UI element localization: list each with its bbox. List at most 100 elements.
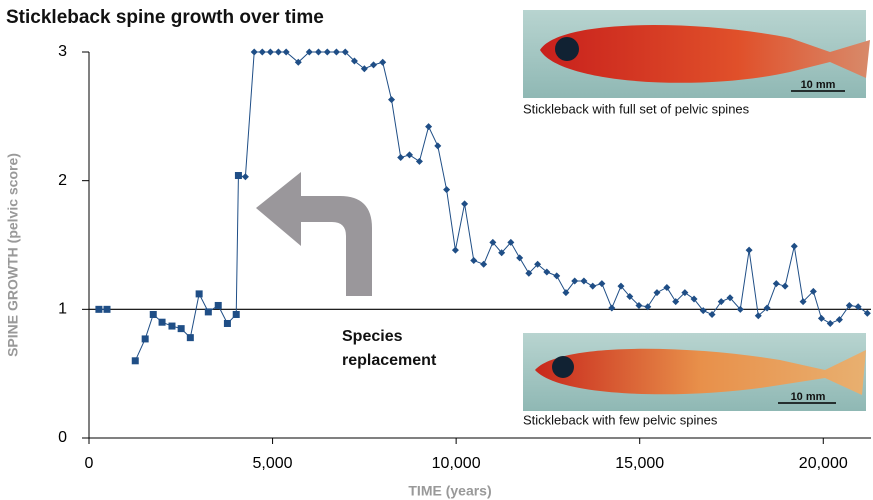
point bbox=[835, 316, 843, 324]
point bbox=[214, 301, 222, 309]
point bbox=[745, 246, 753, 254]
point bbox=[451, 246, 459, 254]
scale-label: 10 mm bbox=[791, 391, 826, 403]
point bbox=[571, 277, 579, 285]
point bbox=[863, 309, 871, 317]
point bbox=[699, 307, 707, 315]
point bbox=[434, 142, 442, 150]
x-axis-label: TIME (years) bbox=[408, 483, 491, 499]
point bbox=[258, 48, 266, 56]
point bbox=[507, 238, 515, 246]
y-tick-label: 2 bbox=[58, 172, 67, 189]
point bbox=[131, 357, 139, 365]
point bbox=[763, 304, 771, 312]
point bbox=[204, 308, 212, 316]
point bbox=[608, 304, 616, 312]
y-tick-label: 1 bbox=[58, 301, 67, 318]
annotation: Species bbox=[342, 328, 403, 345]
point bbox=[854, 303, 862, 311]
point bbox=[95, 305, 103, 313]
point bbox=[809, 287, 817, 295]
point bbox=[754, 312, 762, 320]
point bbox=[314, 48, 322, 56]
image-caption: Stickleback with few pelvic spines bbox=[523, 412, 718, 427]
point bbox=[332, 48, 340, 56]
point bbox=[635, 301, 643, 309]
x-tick-label: 10,000 bbox=[432, 455, 481, 472]
point bbox=[241, 173, 249, 181]
scale-label: 10 mm bbox=[801, 79, 836, 91]
point bbox=[726, 294, 734, 302]
point bbox=[341, 48, 349, 56]
replacement-arrow bbox=[256, 172, 372, 296]
point bbox=[415, 157, 423, 165]
point bbox=[360, 65, 368, 73]
point bbox=[717, 298, 725, 306]
point bbox=[158, 318, 166, 326]
point bbox=[534, 260, 542, 268]
point bbox=[626, 292, 634, 300]
point bbox=[480, 260, 488, 268]
point bbox=[443, 186, 451, 194]
point bbox=[489, 238, 497, 246]
point bbox=[617, 282, 625, 290]
point bbox=[149, 310, 157, 318]
point bbox=[790, 242, 798, 250]
point bbox=[397, 154, 405, 162]
point bbox=[168, 322, 176, 330]
point bbox=[250, 48, 258, 56]
series-line bbox=[98, 175, 239, 362]
point bbox=[282, 48, 290, 56]
point bbox=[562, 289, 570, 297]
fish-photo-2 bbox=[523, 333, 866, 411]
point bbox=[350, 57, 358, 65]
point bbox=[141, 335, 149, 343]
point bbox=[177, 325, 185, 333]
point bbox=[498, 249, 506, 257]
point bbox=[653, 289, 661, 297]
point bbox=[580, 277, 588, 285]
point bbox=[598, 280, 606, 288]
fish-photo-1 bbox=[523, 10, 870, 98]
point bbox=[799, 298, 807, 306]
point bbox=[323, 48, 331, 56]
point bbox=[817, 314, 825, 322]
y-tick-label: 3 bbox=[58, 43, 67, 60]
x-tick-label: 15,000 bbox=[615, 455, 664, 472]
y-axis-label: SPINE GROWTH (pelvic score) bbox=[5, 153, 21, 357]
x-tick-label: 5,000 bbox=[253, 455, 293, 472]
point bbox=[388, 96, 396, 104]
y-tick-label: 0 bbox=[58, 429, 67, 446]
point bbox=[232, 310, 240, 318]
x-tick-label: 0 bbox=[85, 455, 94, 472]
point bbox=[644, 303, 652, 311]
annotation: replacement bbox=[342, 352, 437, 369]
point bbox=[406, 151, 414, 159]
point bbox=[525, 269, 533, 277]
point bbox=[461, 200, 469, 208]
point bbox=[470, 256, 478, 264]
point bbox=[294, 58, 302, 66]
point bbox=[826, 319, 834, 327]
point bbox=[370, 61, 378, 69]
point bbox=[736, 305, 744, 313]
point bbox=[266, 48, 274, 56]
point bbox=[425, 123, 433, 131]
point bbox=[223, 319, 231, 327]
point bbox=[186, 334, 194, 342]
point bbox=[708, 310, 716, 318]
point bbox=[274, 48, 282, 56]
point bbox=[103, 305, 111, 313]
point bbox=[305, 48, 313, 56]
point bbox=[516, 254, 524, 262]
point bbox=[772, 280, 780, 288]
point bbox=[543, 268, 551, 276]
point bbox=[589, 282, 597, 290]
point bbox=[690, 295, 698, 303]
point bbox=[553, 272, 561, 280]
point bbox=[379, 58, 387, 66]
chart-title: Stickleback spine growth over time bbox=[6, 7, 324, 28]
point bbox=[681, 289, 689, 297]
point bbox=[672, 298, 680, 306]
